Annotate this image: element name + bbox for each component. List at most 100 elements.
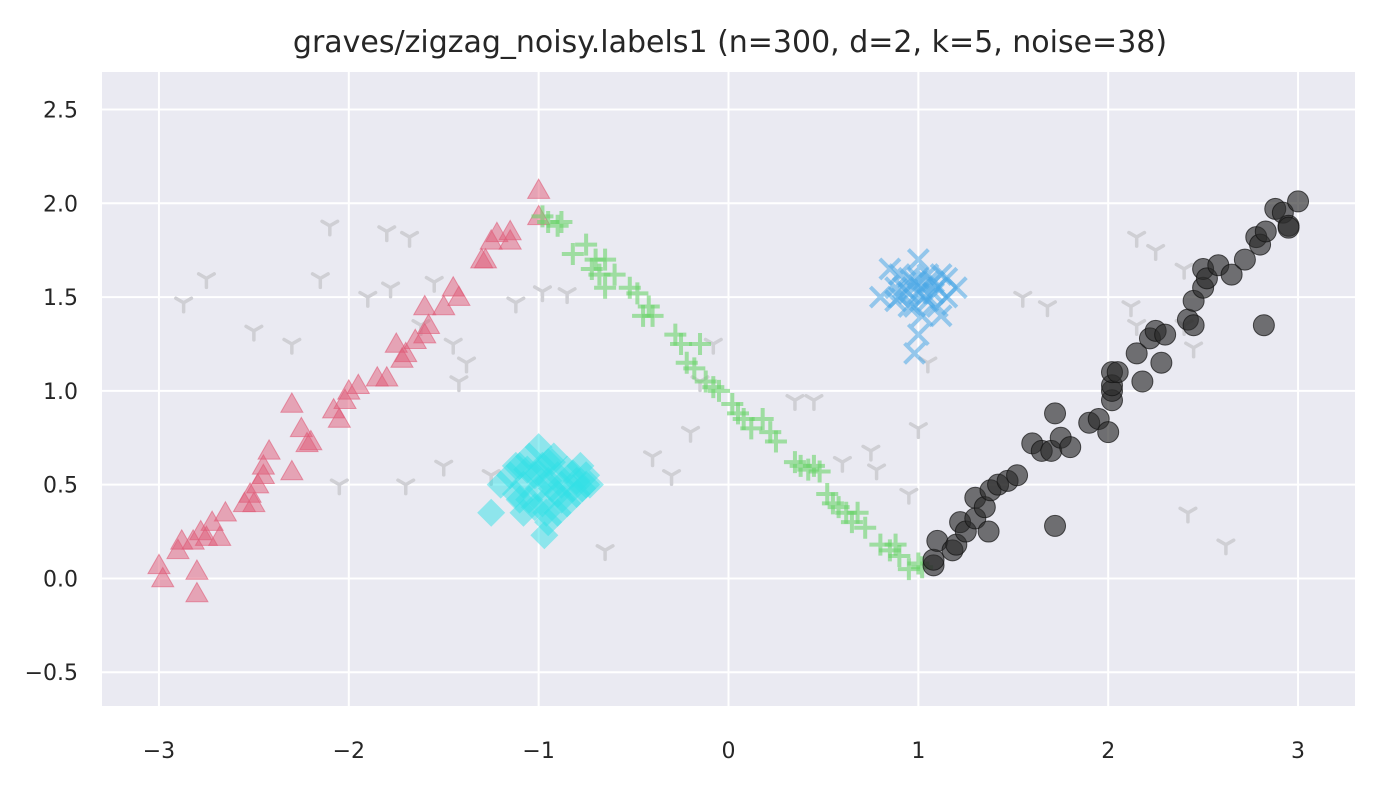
data-point [400,230,420,248]
data-point [534,448,563,477]
data-point [689,332,712,355]
data-point [1127,230,1147,248]
data-point [174,296,194,314]
data-point [637,295,660,318]
data-point [424,275,444,293]
data-point [888,544,911,567]
data-point [1131,370,1154,393]
data-point [1174,262,1194,280]
x-tick-label: 0 [722,739,736,764]
data-point [530,521,559,550]
data-point [416,313,441,334]
y-tick-label: 2.5 [43,99,78,124]
data-point [832,455,852,473]
data-point [279,459,304,481]
data-point [456,356,477,374]
data-point [908,422,928,440]
data-point [670,332,693,355]
data-point [764,430,787,453]
y-tick-label: 0.0 [43,567,78,592]
data-point [374,365,399,387]
data-point [381,281,401,299]
data-point [867,463,887,481]
data-point [1252,314,1275,337]
y-tick-label: 2.0 [43,192,78,217]
data-point [537,474,566,503]
data-point [906,323,930,347]
chart-title: graves/zigzag_noisy.labels1 (n=300, d=2,… [293,25,1167,60]
data-point [977,520,1000,543]
data-point [1287,190,1310,213]
data-point [377,225,397,243]
data-point [412,294,437,316]
data-point [595,544,615,562]
data-point [1013,290,1033,308]
data-point [473,247,498,269]
data-point [477,498,506,527]
data-point [298,429,323,451]
data-point [196,272,216,290]
data-point [185,581,209,603]
data-point [1044,402,1067,425]
data-point [680,425,701,443]
y-tick-label: 0.5 [43,474,78,499]
data-point [329,478,349,496]
data-point [396,478,416,496]
data-point [575,233,598,256]
data-point [393,341,418,363]
data-points [147,178,1310,603]
data-point [603,263,626,286]
data-point [1182,314,1205,337]
data-point [899,487,919,505]
data-point [594,248,617,271]
data-point [282,337,302,355]
data-point [703,337,723,355]
data-point [443,337,463,355]
data-point [509,498,538,527]
data-point [244,324,264,342]
data-point [1220,263,1243,286]
x-tick-label: −2 [333,739,365,764]
data-point [1233,248,1256,271]
data-point [740,417,763,440]
x-tick-label: 3 [1291,739,1305,764]
x-tick-label: 1 [911,739,925,764]
data-point [751,408,774,431]
data-point [804,394,824,412]
data-point [279,391,304,413]
data-point [346,373,371,394]
y-tick-label: −0.5 [25,661,78,686]
data-point [561,242,584,265]
data-point [884,289,907,313]
data-point [557,287,577,305]
data-point [808,460,831,483]
data-point [1037,300,1057,318]
data-point [887,263,911,286]
data-point [1059,436,1082,459]
data-point [358,290,378,308]
data-point [846,501,869,524]
data-point [1154,323,1177,346]
data-point [320,219,340,237]
data-point [251,463,276,485]
data-point [150,566,175,588]
data-point [575,470,604,499]
data-point [1044,514,1067,537]
x-axis-ticks: −3 −2 −1 0 1 2 3 [143,739,1305,764]
data-point [447,285,471,306]
data-point [626,282,649,305]
data-point [929,304,953,328]
data-point [906,248,930,271]
data-point [1125,342,1148,365]
data-point [1150,351,1173,374]
data-point [1106,361,1129,384]
data-point [207,525,232,546]
data-point [242,491,266,513]
y-tick-label: 1.5 [43,286,78,311]
data-point [1121,300,1141,318]
data-point [310,272,330,290]
data-point [498,219,523,241]
data-point [1216,538,1236,556]
